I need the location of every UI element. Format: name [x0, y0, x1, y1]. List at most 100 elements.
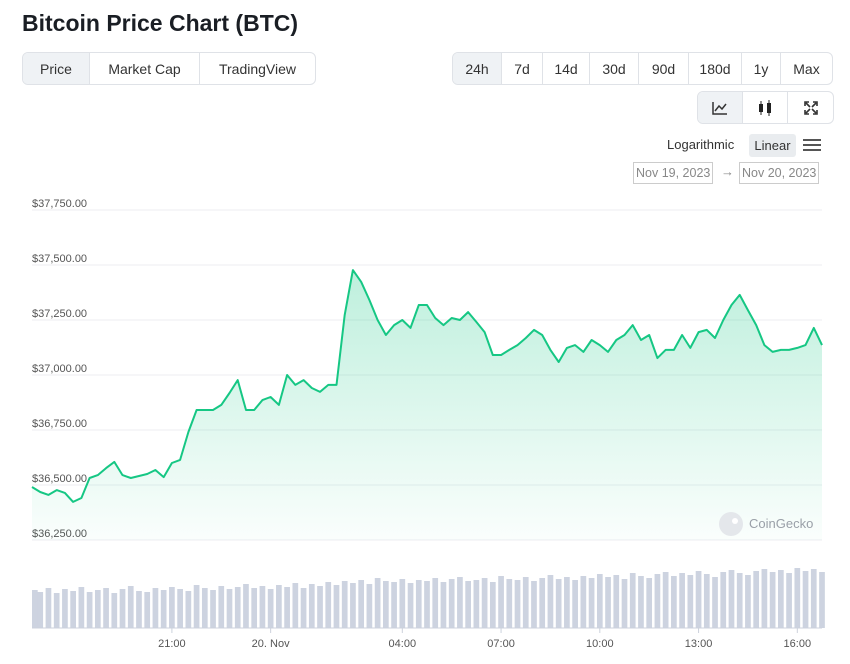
x-tick-label: 21:00 — [158, 638, 186, 650]
volume-bar — [572, 580, 578, 628]
volume-bar — [720, 572, 727, 628]
volume-bar — [193, 585, 200, 628]
volume-bar — [144, 592, 151, 628]
volume-bar — [555, 579, 562, 628]
chart-type-group — [697, 91, 834, 124]
range-button[interactable]: 1y — [742, 53, 781, 84]
range-button[interactable]: Max — [793, 60, 820, 77]
line-icon — [712, 101, 727, 115]
volume-bar — [753, 571, 760, 628]
volume-bar — [588, 578, 595, 628]
volume-bar — [786, 573, 792, 628]
volume-bar — [45, 588, 52, 628]
plot: $36,250.00$36,500.00$36,750.00$37,000.00… — [31, 198, 825, 650]
volume-bar — [103, 588, 109, 628]
x-tick-label: 20. Nov — [252, 638, 290, 650]
volume-bar — [695, 571, 702, 628]
range-button[interactable]: 90d — [639, 53, 689, 84]
volume-bar — [613, 575, 620, 628]
scale-option[interactable]: Logarithmic — [667, 137, 735, 152]
date-to[interactable]: Nov 20, 2023 — [739, 162, 820, 184]
volume-bar — [300, 588, 307, 628]
tab[interactable]: TradingView — [218, 60, 297, 77]
volume-bar — [547, 575, 554, 628]
volume-bar — [218, 586, 225, 628]
volume-bar — [259, 586, 266, 628]
volume-bar — [778, 570, 784, 628]
volume-bar — [457, 577, 463, 628]
date-from[interactable]: Nov 19, 2023 — [633, 162, 714, 184]
x-tick-label: 04:00 — [389, 638, 417, 650]
volume-bar — [736, 573, 743, 628]
y-tick-label: $36,500.00 — [32, 473, 87, 485]
candle-chart-button[interactable] — [743, 92, 788, 123]
x-tick-label: 13:00 — [685, 638, 713, 650]
volume-bar — [621, 579, 628, 628]
volume-bar — [671, 576, 677, 628]
volume-bar — [136, 591, 142, 628]
volume-bar — [37, 592, 44, 628]
volume-bar — [564, 577, 570, 628]
range-button[interactable]: 14d — [543, 53, 590, 84]
volume-bar — [399, 579, 406, 628]
volume-bar — [761, 569, 768, 628]
volume-bar — [243, 584, 249, 628]
volume-bar — [432, 578, 439, 628]
y-tick-label: $37,750.00 — [32, 198, 87, 210]
y-tick-label: $36,750.00 — [32, 418, 87, 430]
volume-bar — [596, 574, 603, 628]
volume-bar — [276, 585, 282, 628]
fullscreen-button[interactable] — [788, 92, 833, 123]
volume-bar — [687, 575, 694, 628]
volume-bar — [152, 588, 159, 628]
volume-bar — [522, 577, 529, 628]
volume-bar — [391, 582, 397, 628]
x-tick-label: 10:00 — [586, 638, 614, 650]
volume-bar — [769, 572, 776, 628]
y-tick-label: $37,500.00 — [32, 253, 87, 265]
x-tick-label: 07:00 — [487, 638, 515, 650]
volume-bar — [654, 574, 661, 628]
volume-bar — [374, 578, 381, 628]
price-area — [32, 270, 822, 540]
volume-bar — [728, 570, 735, 628]
scale-option[interactable]: Linear — [749, 134, 796, 157]
volume-bar — [646, 578, 653, 628]
volume-bar — [325, 582, 332, 628]
y-tick-label: $37,000.00 — [32, 363, 87, 375]
tab[interactable]: Price — [23, 53, 90, 84]
volume-bar — [284, 587, 290, 628]
volume-bar — [481, 578, 488, 628]
date-separator: → — [721, 164, 734, 179]
tab[interactable]: Market Cap — [90, 53, 200, 84]
volume-bar — [703, 574, 710, 628]
volume-bar — [448, 579, 455, 628]
range-button[interactable]: 24h — [453, 53, 502, 84]
volume-bar — [70, 591, 76, 628]
volume-bar — [358, 580, 365, 628]
range-button[interactable]: 180d — [689, 53, 742, 84]
volume-bar — [308, 584, 315, 628]
volume-bar — [94, 590, 101, 628]
volume-bar — [629, 573, 636, 628]
volume-bar — [119, 589, 126, 628]
volume-bar — [440, 582, 447, 628]
volume-bar — [424, 581, 430, 628]
watermark: CoinGecko — [749, 516, 813, 531]
volume-bar — [366, 584, 373, 628]
range-button[interactable]: 30d — [590, 53, 639, 84]
range-button[interactable]: 7d — [502, 53, 543, 84]
volume-bar — [383, 581, 389, 628]
volume-bar — [234, 587, 241, 628]
menu-icon[interactable] — [803, 138, 821, 152]
line-chart-button[interactable] — [698, 92, 743, 123]
volume-bar — [185, 591, 192, 628]
volume-bar — [350, 583, 356, 628]
range-group: 24h 7d 14d 30d 90d 180d 1y Max — [452, 52, 833, 85]
volume-bar — [794, 568, 801, 628]
volume-bar — [506, 579, 513, 628]
volume-bar — [810, 569, 817, 628]
volume-bar — [341, 581, 348, 628]
